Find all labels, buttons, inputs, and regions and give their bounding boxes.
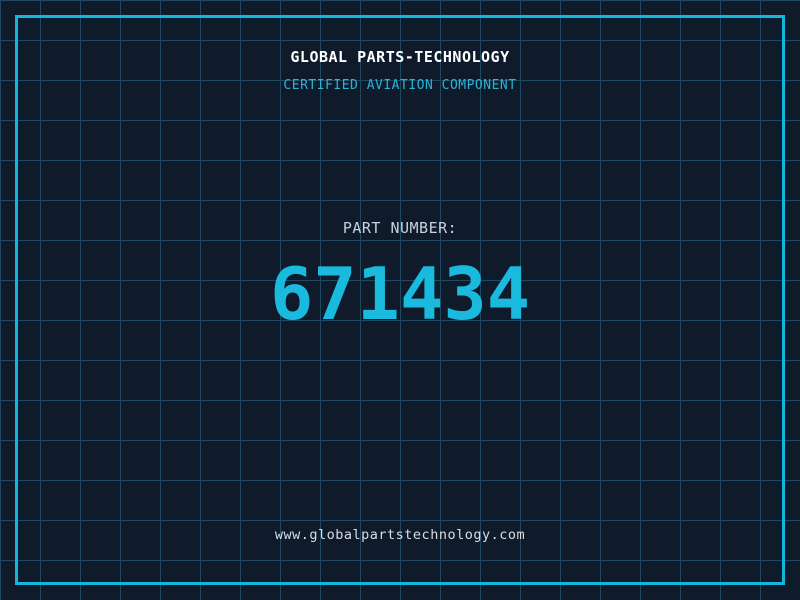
part-number-value: 671434	[269, 252, 531, 336]
website-url: www.globalpartstechnology.com	[274, 527, 526, 543]
part-number-label: PART NUMBER:	[342, 219, 458, 237]
company-title: GLOBAL PARTS-TECHNOLOGY	[290, 48, 510, 66]
frame-border	[15, 15, 785, 585]
certification-subtitle: CERTIFIED AVIATION COMPONENT	[283, 78, 517, 93]
